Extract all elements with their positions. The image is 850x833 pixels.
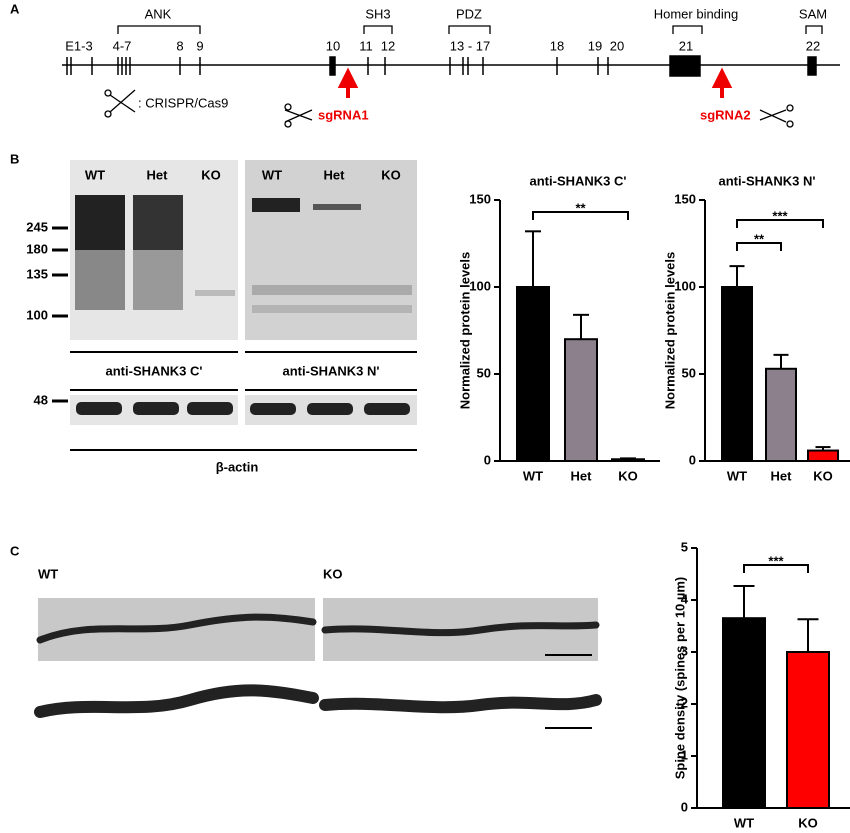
lane-label: KO [381, 167, 401, 182]
y-tick-label: 1 [681, 747, 688, 762]
panel-label: C [10, 543, 20, 558]
crispr-label: : CRISPR/Cas9 [138, 95, 228, 110]
lane-label: Het [324, 167, 346, 182]
domain-label: SH3 [365, 6, 390, 21]
panel-label: B [10, 151, 19, 166]
x-tick-label: KO [813, 468, 833, 483]
y-tick-label: 150 [674, 191, 696, 206]
scale-bar [545, 654, 592, 729]
bar [786, 651, 830, 809]
bar [722, 617, 766, 810]
bar [807, 449, 839, 462]
separator-lines [70, 351, 417, 451]
bar [611, 458, 645, 463]
significance-label: *** [772, 208, 788, 223]
lane-label: WT [85, 167, 105, 182]
panel-label: A [10, 1, 20, 16]
y-tick-label: 150 [469, 191, 491, 206]
loading-label: β-actin [216, 459, 259, 474]
y-tick-label: 100 [674, 278, 696, 293]
x-tick-label: Het [571, 468, 593, 483]
significance-bracket [736, 242, 782, 251]
bar [765, 367, 797, 462]
significance-label: ** [575, 200, 586, 215]
x-tick-label: WT [734, 815, 754, 830]
y-tick-label: 2 [681, 695, 688, 710]
marker-label: 245 [26, 219, 48, 234]
dendrite [34, 613, 602, 718]
marker-label: 100 [26, 307, 48, 322]
chart-title: anti-SHANK3 C' [530, 173, 627, 188]
domain-label: SAM [799, 6, 827, 21]
domain-label: Homer binding [654, 6, 739, 21]
arrow [337, 67, 359, 98]
significance-bracket [532, 211, 629, 220]
scissors-icon [104, 89, 794, 128]
domain-label: ANK [145, 6, 172, 21]
chart-title: anti-SHANK3 N' [719, 173, 816, 188]
image-label: WT [38, 566, 58, 581]
y-axis-label: Normalized protein levels [662, 252, 677, 410]
antibody-label: anti-SHANK3 N' [283, 363, 380, 378]
sgrna-label: sgRNA1 [318, 107, 369, 122]
x-tick-label: KO [618, 468, 638, 483]
y-axis-label: Spine density (spines per 10 µm) [672, 577, 687, 780]
exon-label: 13 - 17 [450, 38, 490, 53]
x-tick-label: WT [523, 468, 543, 483]
blot-bands [70, 195, 417, 425]
marker-ticks [52, 226, 68, 403]
marker-label: 48 [34, 392, 48, 407]
y-tick-label: 50 [477, 365, 491, 380]
domain-label: PDZ [456, 6, 482, 21]
y-tick-label: 0 [689, 452, 696, 467]
lane-label: WT [262, 167, 282, 182]
exon-label: 21 [679, 38, 693, 53]
y-axis-label: Normalized protein levels [457, 252, 472, 410]
exon-label: E1-3 [65, 38, 92, 53]
exon-label: 8 [176, 38, 183, 53]
exon-label: 9 [196, 38, 203, 53]
exon-label: 10 [326, 38, 340, 53]
arrow [711, 67, 733, 98]
exon-label: 22 [806, 38, 820, 53]
sgrna-label: sgRNA2 [700, 107, 751, 122]
bar [516, 286, 550, 462]
exon-label: 20 [610, 38, 624, 53]
x-tick-label: KO [798, 815, 818, 830]
y-tick-label: 0 [681, 799, 688, 814]
bar [564, 338, 598, 463]
marker-label: 135 [26, 266, 48, 281]
exon-label: 12 [381, 38, 395, 53]
exon-label: 18 [550, 38, 564, 53]
y-tick-label: 0 [484, 452, 491, 467]
x-tick-label: Het [771, 468, 793, 483]
significance-label: ** [754, 231, 765, 246]
significance-label: *** [768, 553, 784, 568]
exon-label: 19 [588, 38, 602, 53]
y-tick-label: 3 [681, 643, 688, 658]
lane-label: KO [201, 167, 221, 182]
significance-bracket [736, 219, 824, 228]
antibody-label: anti-SHANK3 C' [106, 363, 203, 378]
y-tick-label: 5 [681, 539, 688, 554]
y-tick-label: 4 [681, 591, 689, 606]
exon-ticks [66, 55, 817, 77]
marker-label: 180 [26, 241, 48, 256]
x-tick-label: WT [727, 468, 747, 483]
image-label: KO [323, 566, 343, 581]
y-tick-label: 100 [469, 278, 491, 293]
exon-label: 4-7 [113, 38, 132, 53]
y-tick-label: 50 [682, 365, 696, 380]
exon-label: 11 [359, 38, 373, 53]
significance-bracket [743, 564, 809, 573]
bar [721, 286, 753, 462]
lane-label: Het [147, 167, 169, 182]
domain-brackets [117, 25, 823, 34]
